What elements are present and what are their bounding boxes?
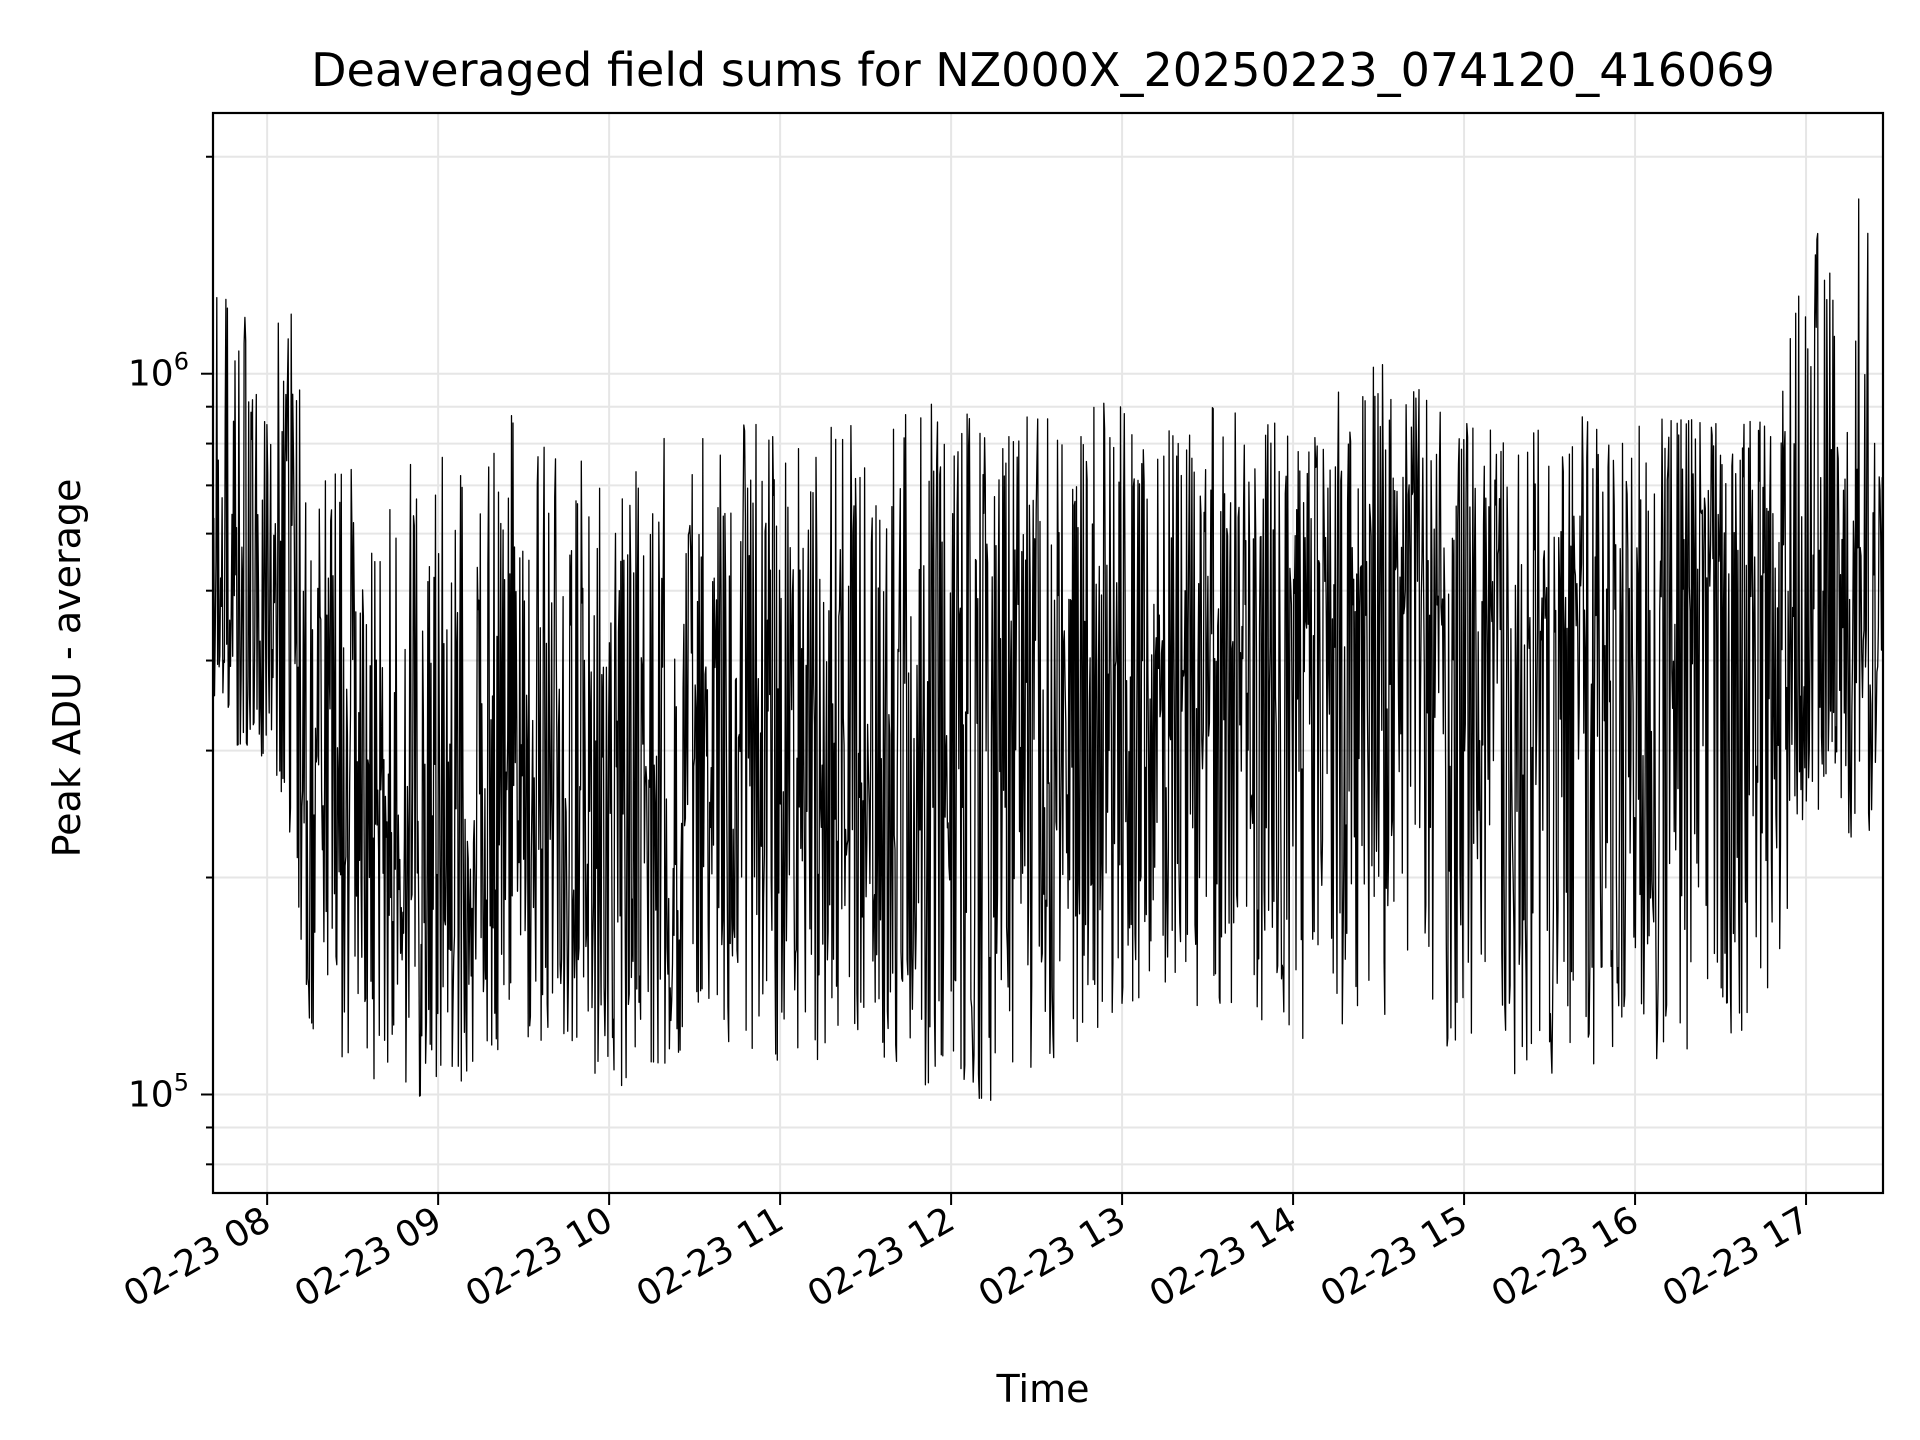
data-layer	[212, 198, 1884, 1101]
chart-title: Deaveraged field sums for NZ000X_2025022…	[311, 43, 1775, 97]
y-axis-label: Peak ADU - average	[45, 479, 89, 858]
series-line	[212, 198, 1884, 1101]
y-tick-label: 105	[128, 1068, 189, 1115]
plot-frame	[211, 111, 1885, 1195]
x-axis-label: Time	[996, 1367, 1090, 1411]
y-tick-label: 106	[128, 348, 189, 395]
